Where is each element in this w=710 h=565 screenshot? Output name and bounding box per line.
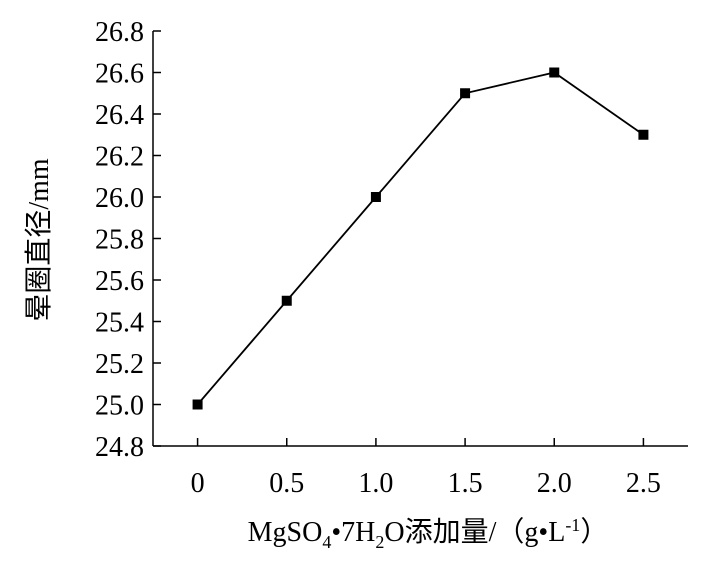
x-axis-title-part-1: MgSO	[248, 517, 323, 548]
y-tick-label: 26.4	[95, 100, 144, 131]
y-tick-label: 25.4	[95, 308, 144, 339]
x-tick-label: 1.5	[448, 468, 483, 499]
data-point	[549, 67, 560, 78]
data-point	[281, 295, 292, 306]
x-tick-label: 0	[191, 468, 205, 499]
x-axis-title-part-2: •7H	[331, 517, 375, 548]
data-point	[460, 88, 471, 99]
y-tick-label: 25.2	[95, 349, 144, 380]
y-tick-label: 26.8	[95, 17, 144, 48]
x-tick-label: 1.0	[358, 468, 393, 499]
data-point	[192, 399, 203, 410]
y-tick-label: 24.8	[95, 432, 144, 463]
y-axis-title: 晕圈直径/mm	[23, 158, 55, 322]
x-axis: 0 0.5 1.0 1.5 2.0 2.5	[153, 438, 688, 499]
x-axis-title-sub-1: 4	[322, 532, 331, 552]
x-tick-label: 2.0	[537, 468, 572, 499]
y-tick-label: 26.6	[95, 59, 144, 90]
y-tick-label: 25.8	[95, 225, 144, 256]
y-tick-label: 25.6	[95, 266, 144, 297]
x-tick-label: 2.5	[626, 468, 661, 499]
y-tick-label: 26.0	[95, 183, 144, 214]
y-tick-label: 25.0	[95, 391, 144, 422]
series-line	[196, 71, 644, 406]
y-axis: 24.8 25.0 25.2 25.4 25.6 25.8 26.0 26.2 26.4 26.6…	[95, 17, 161, 463]
data-point	[370, 192, 381, 202]
x-axis-title-part-4: ）	[580, 516, 608, 548]
x-axis-title-sub-2: 2	[375, 532, 384, 552]
x-axis-title-sup: -1	[565, 515, 580, 535]
x-axis-title: MgSO4•7H2O添加量/（g•L-1）	[248, 515, 609, 552]
data-point	[638, 129, 649, 140]
x-axis-title-part-3: O添加量/（g•L	[384, 516, 565, 548]
series-group	[192, 67, 649, 410]
x-tick-label: 0.5	[269, 468, 304, 499]
y-tick-label: 26.2	[95, 142, 144, 173]
